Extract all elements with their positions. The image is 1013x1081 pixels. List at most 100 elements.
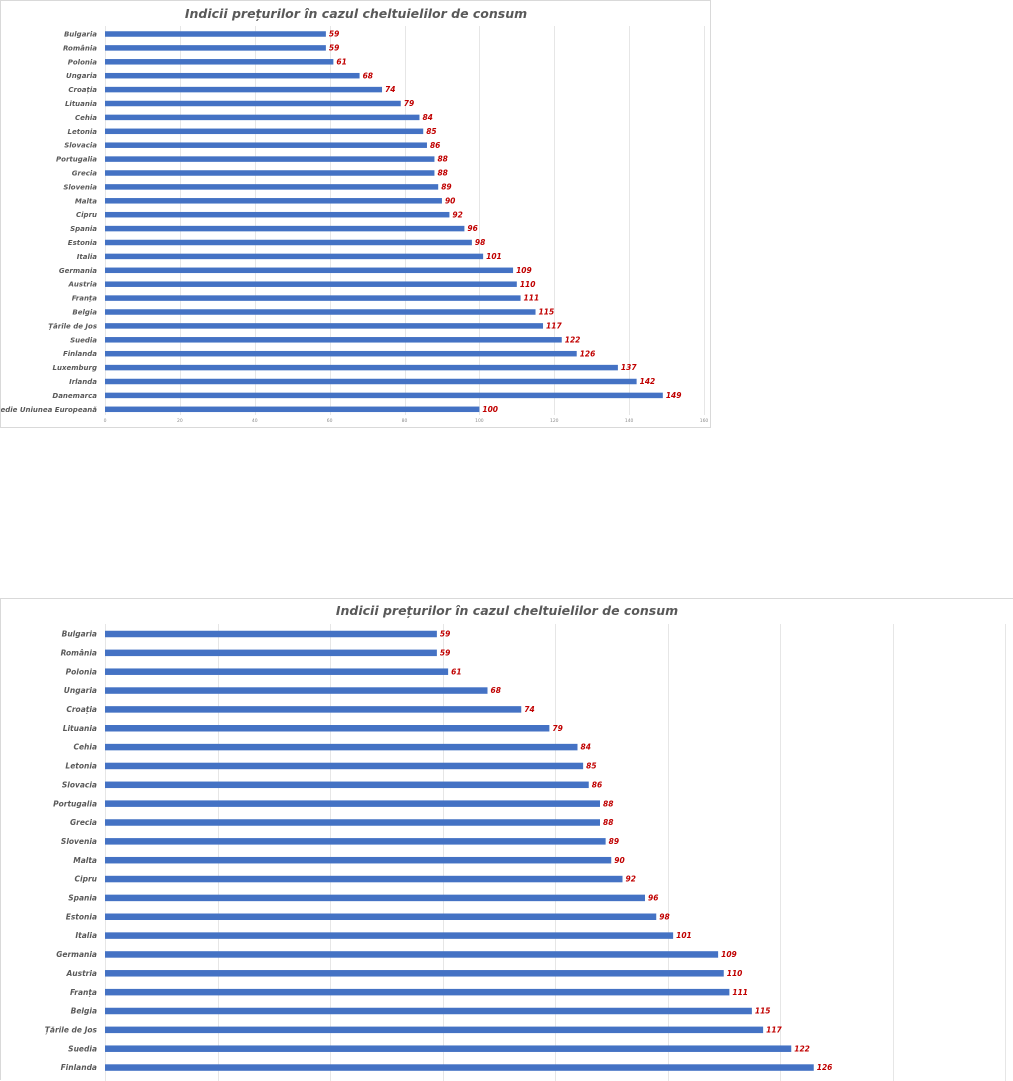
category-label: Ungaria <box>64 686 97 695</box>
bar <box>105 239 472 246</box>
bar <box>105 86 383 93</box>
x-tick-label: 40 <box>252 418 258 424</box>
category-label: Cehia <box>75 114 97 122</box>
category-label: Danemarca <box>52 392 97 400</box>
data-label: 98 <box>475 238 485 247</box>
category-label: Croația <box>66 705 97 715</box>
category-label: Portugalia <box>56 156 97 164</box>
data-label: 85 <box>426 127 436 136</box>
data-label: 111 <box>524 294 540 303</box>
category-label: Belgia <box>71 1007 97 1016</box>
x-tick-label: 160 <box>700 418 709 424</box>
x-tick-label: 100 <box>475 418 484 424</box>
data-label: 59 <box>440 648 450 657</box>
category-label: Luxemburg <box>53 364 97 372</box>
bar <box>105 762 584 770</box>
data-label: 90 <box>614 856 624 865</box>
data-label: 84 <box>422 113 432 122</box>
bar <box>105 72 360 79</box>
category-label: Grecia <box>72 169 97 177</box>
category-label: Malta <box>75 197 97 205</box>
data-label: 126 <box>817 1063 833 1072</box>
category-label: Portugalia <box>53 799 97 808</box>
bar <box>105 894 645 902</box>
category-label: Cipru <box>75 875 98 884</box>
bar <box>105 838 606 845</box>
bar <box>105 988 730 996</box>
data-label: 142 <box>640 377 656 386</box>
data-label: 88 <box>437 155 447 164</box>
category-label: Slovacia <box>62 780 97 789</box>
data-label: 111 <box>732 988 748 997</box>
bar <box>105 128 424 135</box>
category-label: Cipru <box>76 211 97 219</box>
bar <box>105 706 522 713</box>
data-label: 61 <box>336 57 346 66</box>
x-tick-label: 0 <box>104 418 107 424</box>
data-label: 59 <box>329 30 339 39</box>
bar <box>105 100 401 107</box>
data-label: 137 <box>621 363 637 372</box>
data-label: 126 <box>580 349 596 358</box>
data-label: 89 <box>441 183 451 192</box>
bar <box>105 211 450 218</box>
data-label: 74 <box>385 85 395 94</box>
category-label: Ungaria <box>66 72 97 80</box>
data-label: 89 <box>609 837 619 846</box>
category-label: Italia <box>75 931 97 940</box>
bar <box>105 309 536 315</box>
data-label: 96 <box>648 894 658 903</box>
bar <box>105 668 449 675</box>
category-label: Franța <box>70 988 97 998</box>
data-label: 98 <box>659 912 669 921</box>
bar <box>105 781 589 789</box>
bar <box>105 378 637 385</box>
bar <box>105 184 439 190</box>
data-label: 79 <box>552 724 562 733</box>
bar <box>105 970 724 977</box>
category-label: Letonia <box>65 762 97 771</box>
category-label: Lituania <box>63 724 97 733</box>
data-label: 88 <box>437 169 447 178</box>
bar <box>105 198 442 204</box>
category-label: Țările de Jos <box>45 1025 98 1035</box>
chart-top: Indicii prețurilor în cazul cheltuielilo… <box>0 0 711 428</box>
data-label: 92 <box>452 210 462 219</box>
x-tick-label: 60 <box>327 418 333 424</box>
data-label: 117 <box>546 322 562 331</box>
data-label: 109 <box>721 950 737 959</box>
data-label: 101 <box>486 252 502 261</box>
data-label: 117 <box>766 1025 782 1034</box>
bar <box>105 392 663 399</box>
category-label: Suedia <box>68 1044 97 1053</box>
category-label: Lituania <box>65 100 97 108</box>
data-label: 88 <box>603 799 613 808</box>
category-label: Grecia <box>70 818 97 827</box>
category-label: Estonia <box>66 912 97 921</box>
category-label: Estonia <box>68 239 97 247</box>
category-label: Malta <box>73 856 97 865</box>
category-label: Germania <box>56 950 97 959</box>
category-label: Belgia <box>72 308 97 316</box>
data-label: 122 <box>565 335 581 344</box>
data-label: 115 <box>539 308 555 317</box>
bar <box>105 170 435 176</box>
chart-title: Indicii prețurilor în cazul cheltuielilo… <box>336 603 678 618</box>
bar <box>105 1026 764 1034</box>
data-label: 92 <box>626 875 636 884</box>
data-label: 68 <box>363 71 373 80</box>
category-label: Finlanda <box>61 1063 97 1072</box>
bar <box>105 1064 814 1071</box>
data-label: 149 <box>666 391 682 400</box>
x-tick-label: 120 <box>550 418 559 424</box>
data-label: 86 <box>592 780 602 789</box>
bar <box>105 1007 752 1015</box>
bar <box>105 1045 792 1052</box>
category-label: Bulgaria <box>62 630 97 639</box>
category-label: România <box>63 44 97 52</box>
data-label: 122 <box>794 1044 810 1053</box>
bar <box>105 875 623 883</box>
bar <box>105 649 437 657</box>
bar <box>105 323 544 329</box>
bar <box>105 225 465 232</box>
